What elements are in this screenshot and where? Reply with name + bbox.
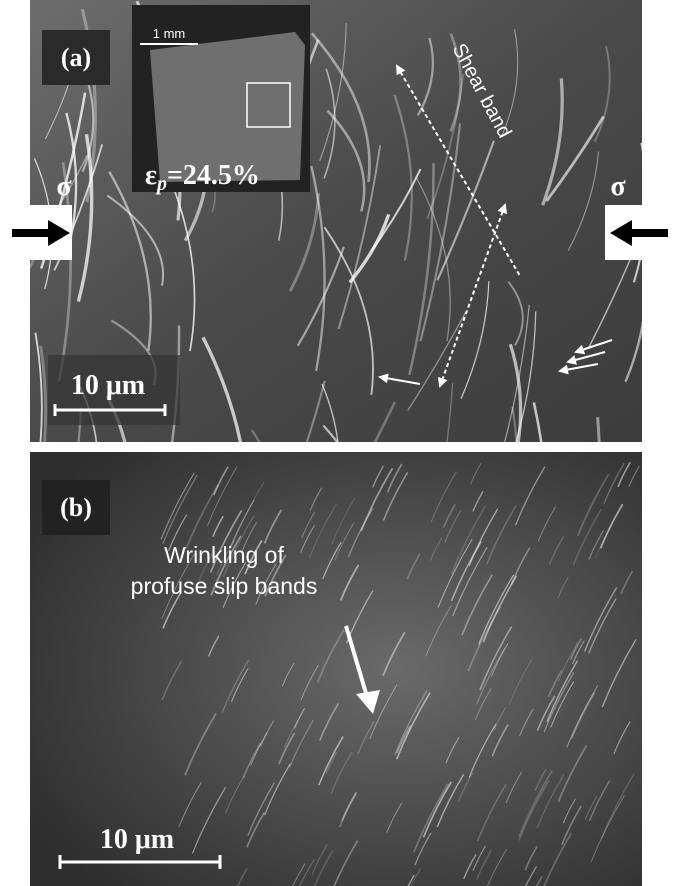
panel-label: (b): [60, 493, 92, 522]
panel-label: (a): [61, 43, 91, 72]
strain-symbol: ε: [145, 160, 157, 191]
scale-label: 10 μm: [71, 370, 145, 401]
strain-subscript: p: [155, 173, 167, 195]
stress-symbol: σ: [56, 171, 72, 202]
stress-symbol: σ: [610, 171, 626, 202]
panel-b-image: [30, 452, 642, 886]
inset-scale-label: 1 mm: [153, 26, 186, 41]
scale-label: 10 μm: [100, 824, 174, 855]
annotation: profuse slip bands: [131, 573, 318, 599]
annotation: Wrinkling of: [164, 542, 284, 568]
figure: (a) 1 mm εp=24.5% Shear band σ σ 10 μm (…: [0, 0, 676, 886]
strain-value: =24.5%: [167, 160, 260, 191]
